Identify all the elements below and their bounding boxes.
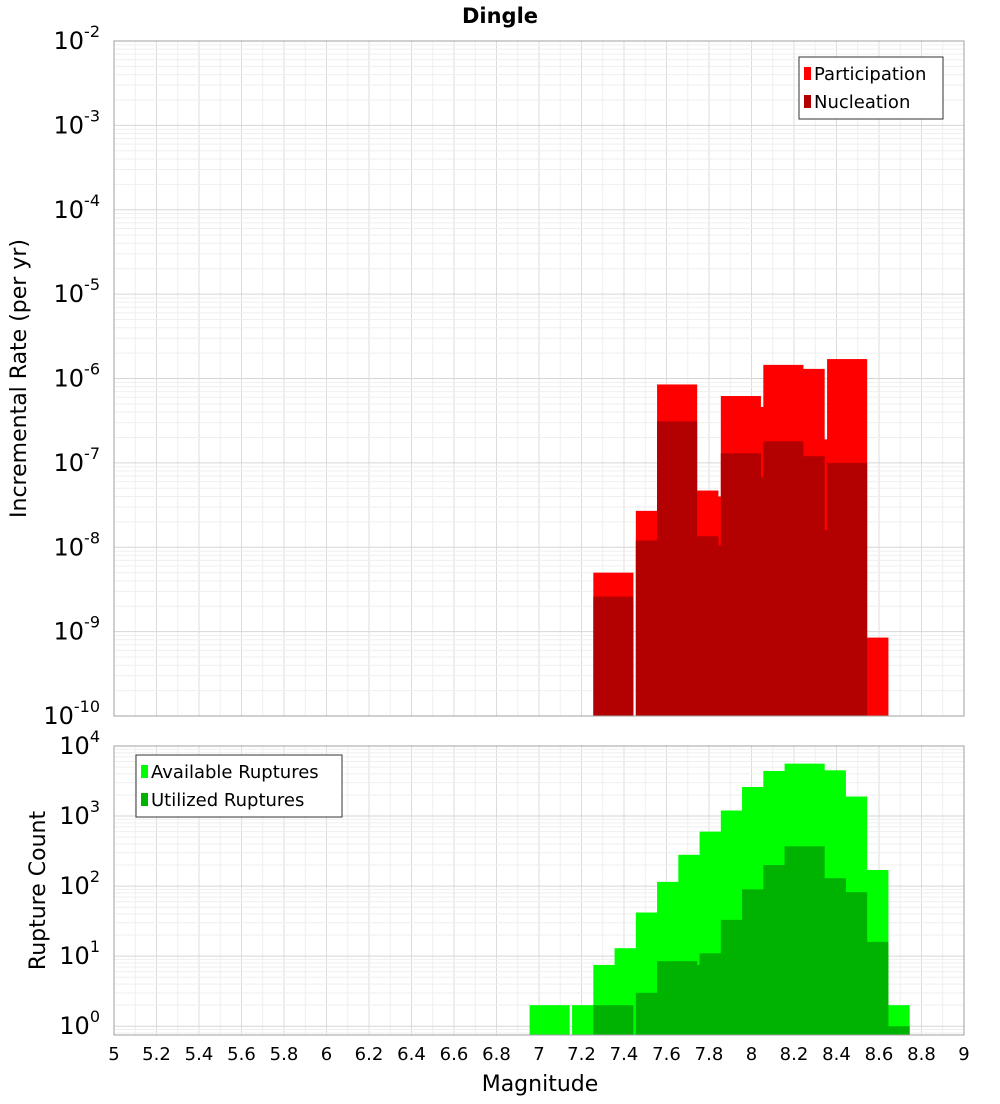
plot-frame (113, 40, 965, 717)
bar-nucleation-8.45 (827, 462, 868, 716)
x-tick-label: 6.6 (440, 1044, 469, 1065)
y-tick-label: 10-5 (54, 275, 101, 308)
y-tick-label: 10-9 (54, 613, 101, 646)
x-tick-label: 6.2 (355, 1044, 384, 1065)
y-tick-label: 101 (59, 937, 100, 970)
y-tick-label: 103 (59, 797, 100, 830)
legend-label: Nucleation (814, 92, 910, 113)
x-tick-label: 7.2 (567, 1044, 596, 1065)
x-tick-label: 8 (746, 1044, 757, 1065)
panel-rate: 10-2 10-3 10-4 10-5 10-6 10-7 10-8 10-9 10-10 Inc… (7, 22, 965, 730)
y-axis-label: Incremental Rate (per yr) (7, 239, 32, 518)
bar-utilized-ruptures-8.55 (848, 941, 889, 1035)
legend: Available Ruptures Utilized Ruptures (135, 754, 343, 818)
bar-available-ruptures-7.05 (529, 1005, 570, 1035)
x-tick-label: 7.4 (610, 1044, 639, 1065)
y-tick-label: 10-6 (54, 360, 101, 393)
x-tick-label: 8.6 (865, 1044, 894, 1065)
chart-title: Dingle (462, 4, 538, 28)
x-tick-label: 7 (533, 1044, 544, 1065)
bar-utilized-ruptures-8.65 (869, 1026, 910, 1035)
x-tick-label: 8.8 (907, 1044, 936, 1065)
plot-frame (113, 745, 965, 1036)
bar-nucleation-7.35 (593, 596, 634, 716)
panel-count: 104 103 102 101 100 Rupture Count Available Ru… (26, 727, 965, 1040)
legend-label: Participation (814, 64, 926, 85)
x-tick-label: 5.4 (185, 1044, 214, 1065)
x-tick-label: 6 (321, 1044, 332, 1065)
legend-box (798, 56, 944, 120)
y-tick-label: 102 (59, 867, 100, 900)
x-tick-label: 5.8 (270, 1044, 299, 1065)
y-axis-label: Rupture Count (26, 811, 51, 971)
y-tick-label: 100 (59, 1007, 100, 1040)
x-tick-label: 5.2 (142, 1044, 171, 1065)
x-tick-label: 5.6 (227, 1044, 256, 1065)
x-axis-label: Magnitude (482, 1072, 599, 1097)
y-tick-label: 10-8 (54, 528, 101, 561)
x-tick-label: 6.8 (482, 1044, 511, 1065)
bar-utilized-ruptures-7.35 (593, 1005, 634, 1035)
x-tick-label: 6.4 (397, 1044, 426, 1065)
legend-swatch (141, 793, 148, 806)
y-tick-label: 10-10 (43, 697, 100, 730)
y-tick-label: 10-2 (54, 22, 101, 55)
x-tick-label: 8.4 (822, 1044, 851, 1065)
x-tick-label: 7.8 (695, 1044, 724, 1065)
legend-swatch (804, 95, 811, 108)
legend-label: Available Ruptures (151, 762, 319, 783)
x-tick-label: 8.2 (780, 1044, 809, 1065)
legend-swatch (804, 67, 811, 80)
y-tick-label: 10-3 (54, 106, 101, 139)
legend-box (135, 754, 343, 818)
legend-swatch (141, 765, 148, 778)
legend-label: Utilized Ruptures (151, 790, 304, 811)
legend: Participation Nucleation (798, 56, 944, 120)
x-tick-label: 9 (958, 1044, 969, 1065)
y-tick-label: 10-4 (54, 191, 101, 224)
y-tick-label: 104 (59, 727, 100, 760)
y-tick-label: 10-7 (54, 444, 101, 477)
x-tick-label: 5 (108, 1044, 119, 1065)
x-tick-label: 7.6 (652, 1044, 681, 1065)
